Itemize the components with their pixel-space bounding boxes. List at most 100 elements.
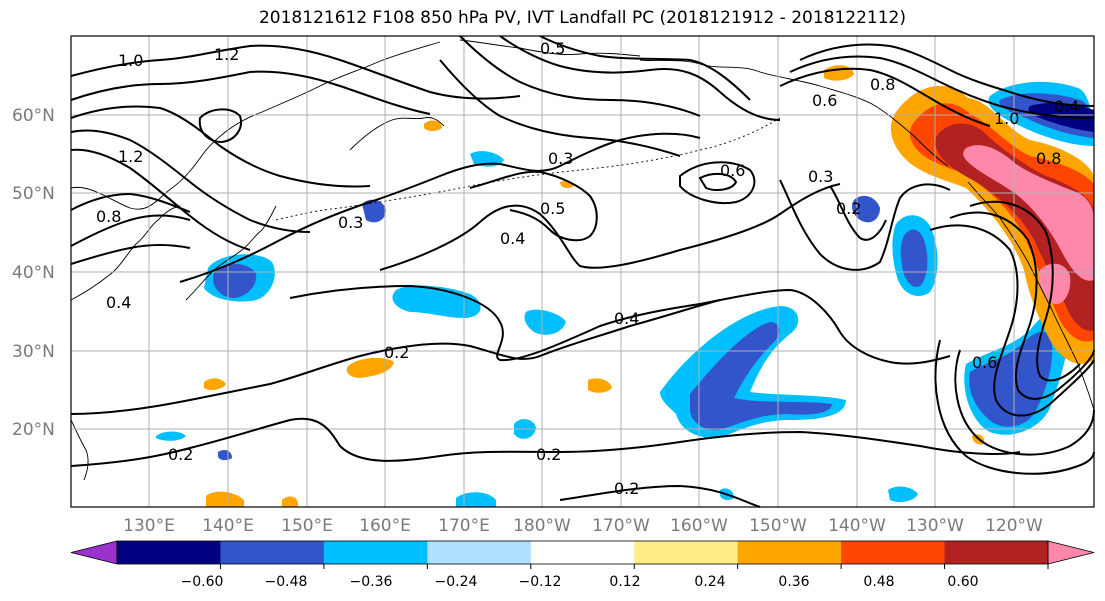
- lon-label: 140°E: [202, 516, 254, 536]
- contour-trough-4: [954, 349, 1095, 456]
- contour-label-group: 1.0 1.2 0.5 0.4 0.8 0.6 0.6 0.3 0.3 0.3 …: [96, 39, 1079, 498]
- contour-high-nw-3: [70, 105, 371, 188]
- colorbar-tick-label: 0.12: [609, 574, 640, 590]
- contour-label: 0.6: [972, 353, 997, 372]
- contour-label: 0.8: [1036, 149, 1061, 168]
- colorbar-tick-label: −0.12: [519, 574, 562, 590]
- lon-label: 140°W: [828, 516, 886, 536]
- contour-0.3-east: [779, 179, 951, 271]
- lon-label: 170°W: [592, 516, 650, 536]
- shading-orange-south: [206, 491, 244, 507]
- lon-label: 150°E: [281, 516, 333, 536]
- contour-label: 0.6: [812, 91, 837, 110]
- contour-label: 0.8: [870, 75, 895, 94]
- contour-0.8-inner-cell: [698, 172, 738, 191]
- shading-blue-subtrop-inner: [690, 322, 832, 431]
- lon-label: 130°W: [906, 516, 964, 536]
- contour-label: 0.4: [1054, 97, 1079, 116]
- contour-0.6-cell: [679, 161, 756, 204]
- contour-alaska-tight-1: [799, 43, 1095, 107]
- shading-pink-coast: [1038, 263, 1071, 305]
- colorbar-tick-labels: −0.60 −0.48 −0.36 −0.24 −0.12 0.12 0.24 …: [181, 574, 979, 590]
- colorbar-cell: [117, 541, 221, 564]
- pv-contours: [70, 35, 1095, 508]
- contour-high-nw-5: [70, 148, 251, 251]
- contour-label: 0.2: [384, 343, 409, 362]
- lat-label: 20°N: [12, 420, 55, 440]
- contour-north-mid-3: [459, 35, 701, 117]
- contour-label: 0.4: [106, 293, 131, 312]
- shading-blue-southwest: [156, 431, 186, 441]
- lon-label: 150°W: [749, 516, 807, 536]
- contour-label: 0.3: [548, 149, 573, 168]
- contour-label: 1.2: [214, 45, 239, 64]
- lon-label: 160°W: [670, 516, 728, 536]
- colorbar-extend-low: [70, 540, 118, 565]
- shading-blue-175e-far-south: [456, 492, 496, 507]
- contour-trough-2: [949, 211, 1095, 400]
- lat-label: 60°N: [12, 106, 55, 126]
- lon-label: 180°W: [513, 516, 571, 536]
- lat-label: 50°N: [12, 184, 55, 204]
- contour-cell-nw: [198, 108, 242, 144]
- lon-label: 170°E: [438, 516, 490, 536]
- contour-high-nw-1: [70, 44, 521, 100]
- lon-label: 120°W: [985, 516, 1043, 536]
- colorbar-cell: [220, 541, 325, 564]
- map-title: 2018121612 F108 850 hPa PV, IVT Landfall…: [258, 8, 906, 28]
- colorbar-cell: [530, 541, 635, 564]
- shading-blue-cutoff-inner: [969, 331, 1053, 427]
- shading-blue-140w-south: [888, 486, 918, 502]
- colorbar-cell: [634, 541, 739, 564]
- shading-orange-160e: [346, 357, 394, 378]
- colorbar-tick-label: −0.36: [350, 574, 393, 590]
- contour-trough-1: [929, 224, 1095, 417]
- contour-alaska-tight-3: [779, 67, 991, 127]
- contour-label: 0.5: [540, 199, 565, 218]
- colorbar-cells: [70, 540, 1095, 565]
- colorbar-tick-label: −0.48: [265, 574, 308, 590]
- shading-orange-kamchatka: [424, 120, 442, 131]
- contour-high-nw-4: [70, 129, 311, 233]
- colorbar-cell: [427, 541, 532, 564]
- colorbar-cell: [323, 541, 428, 564]
- contour-label: 0.8: [96, 207, 121, 226]
- contour-0.4-inner: [379, 183, 841, 271]
- contour-north-mid-2: [539, 35, 751, 101]
- shading-orange-135e: [204, 378, 226, 391]
- lon-labels: 130°E 140°E 150°E 160°E 170°E 180°W 170°…: [123, 516, 1043, 536]
- contour-0.2-east: [829, 185, 887, 241]
- coast-north-top: [459, 39, 641, 57]
- coast-kamchatka: [349, 117, 445, 151]
- lat-label: 40°N: [12, 263, 55, 283]
- colorbar-cell: [944, 541, 1049, 564]
- colorbar-tick-label: 0.36: [778, 574, 809, 590]
- lat-labels: 60°N 50°N 40°N 30°N 20°N: [12, 106, 55, 440]
- contour-label: 1.0: [118, 51, 143, 70]
- contour-sw-1: [70, 244, 191, 265]
- contour-0.2-far-south: [559, 484, 761, 508]
- contour-label: 0.4: [614, 309, 639, 328]
- contour-north-mid-1: [499, 35, 781, 121]
- coast-japan: [185, 205, 277, 301]
- colorbar-tick-label: −0.24: [435, 574, 478, 590]
- colorbar-frame: [116, 540, 1049, 565]
- shading-orange-165w: [588, 378, 612, 393]
- contour-0.4-central: [289, 284, 951, 365]
- contour-trough-3: [969, 200, 1081, 382]
- contour-north-mid-4: [439, 59, 681, 157]
- contour-alaska-tight-2: [789, 55, 1095, 119]
- map-frame: [70, 35, 1095, 508]
- lon-label: 160°E: [359, 516, 411, 536]
- contour-trough-5: [934, 339, 1095, 475]
- coast-aleutians: [275, 117, 781, 221]
- colorbar-tick-label: 0.24: [694, 574, 725, 590]
- contour-sw-3: [70, 192, 191, 213]
- contour-label: 0.2: [536, 445, 561, 464]
- colorbar-tick-label: 0.48: [863, 574, 894, 590]
- contour-label: 0.2: [836, 199, 861, 218]
- contour-label: 1.2: [118, 147, 143, 166]
- contour-label: 0.3: [808, 167, 833, 186]
- graticule: [71, 36, 1094, 507]
